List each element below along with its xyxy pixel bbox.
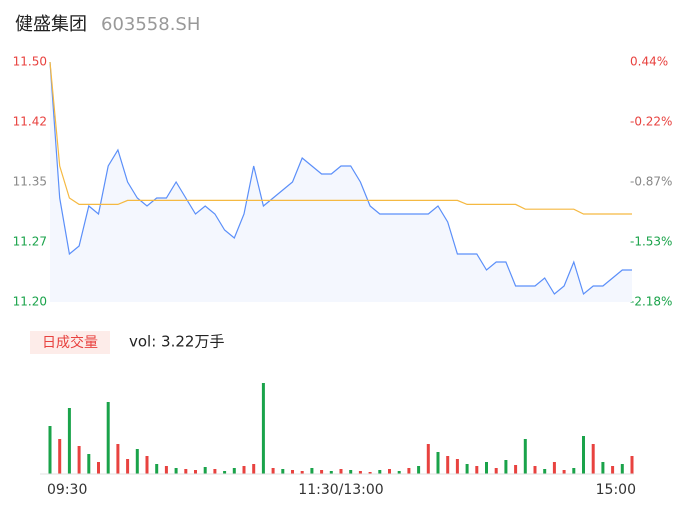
volume-bar — [368, 472, 372, 474]
volume-bar — [552, 462, 556, 474]
volume-bar — [252, 464, 256, 474]
y2-tick-label: -0.22% — [630, 115, 672, 129]
volume-bar — [194, 470, 197, 474]
y-tick-label: 11.42 — [13, 115, 47, 129]
volume-bar — [630, 456, 634, 474]
volume-bar — [213, 469, 217, 474]
series-line — [49, 61, 632, 296]
volume-bar — [223, 471, 227, 474]
volume-bar — [475, 466, 479, 474]
volume-bar — [77, 446, 81, 474]
y2-tick-label: -1.53% — [630, 235, 672, 249]
volume-bar — [523, 439, 527, 474]
volume-bar — [485, 462, 488, 474]
volume-bar — [407, 468, 411, 474]
volume-bar — [465, 464, 469, 474]
volume-summary: vol: 3.22万手 — [129, 333, 224, 351]
volume-bar — [494, 468, 498, 474]
series-line — [49, 61, 632, 215]
volume-bar — [155, 464, 159, 474]
volume-bar — [397, 471, 401, 474]
stock-code: 603558.SH — [101, 14, 200, 35]
volume-bar — [543, 469, 547, 474]
volume-bar — [116, 444, 120, 474]
volume-bar — [48, 426, 52, 474]
volume-bar — [514, 465, 518, 474]
volume-bar — [620, 464, 624, 474]
volume-bar — [562, 470, 566, 474]
volume-bar — [572, 468, 576, 474]
volume-bar — [329, 471, 333, 474]
y-tick-label: 11.20 — [13, 295, 47, 309]
volume-bar — [126, 459, 130, 474]
volume-bar — [582, 436, 585, 474]
volume-bar — [426, 444, 430, 474]
y2-tick-label: -0.87% — [630, 175, 672, 189]
volume-bar — [310, 468, 314, 474]
volume-bar — [417, 466, 421, 474]
volume-bar — [358, 471, 362, 474]
y-tick-label: 11.35 — [13, 175, 47, 189]
volume-bar — [135, 449, 139, 474]
stock-name: 健盛集团 — [15, 14, 87, 35]
volume-bar — [184, 469, 188, 474]
volume-bar — [611, 466, 615, 474]
x-tick-label: 09:30 — [47, 482, 87, 498]
volume-bar — [242, 466, 246, 474]
volume-bar — [97, 462, 100, 474]
volume-bar — [446, 456, 450, 474]
volume-bar — [106, 402, 110, 474]
volume-bar — [67, 408, 71, 474]
x-tick-label: 11:30/13:00 — [298, 482, 383, 498]
volume-bar — [291, 470, 294, 474]
volume-bar — [320, 470, 324, 474]
volume-bar — [388, 469, 391, 474]
volume-bar — [378, 470, 382, 474]
volume-bar — [436, 452, 440, 474]
volume-bar — [504, 460, 508, 474]
volume-bar — [300, 471, 304, 474]
volume-bar — [533, 466, 537, 474]
volume-bar — [349, 470, 353, 474]
y-tick-label: 11.27 — [13, 235, 47, 249]
y2-tick-label: 0.44% — [630, 55, 668, 69]
volume-bar — [339, 469, 343, 474]
volume-bar — [164, 466, 168, 474]
y-tick-label: 11.50 — [13, 55, 47, 69]
volume-bar — [58, 439, 62, 474]
volume-bar — [271, 468, 275, 474]
volume-bar — [591, 444, 595, 474]
volume-bar — [455, 459, 459, 474]
x-tick-label: 15:00 — [596, 482, 636, 498]
volume-bar — [174, 468, 178, 474]
volume-bar — [601, 462, 605, 474]
volume-bar — [261, 383, 265, 474]
volume-bar — [203, 467, 207, 474]
price-area — [50, 62, 632, 302]
badge-bg — [30, 331, 110, 354]
volume-bar — [232, 468, 236, 474]
volume-bar — [145, 456, 149, 474]
volume-bar — [281, 469, 285, 474]
volume-badge: 日成交量 — [42, 334, 98, 351]
volume-bar — [87, 454, 91, 474]
y2-tick-label: -2.18% — [630, 295, 672, 309]
